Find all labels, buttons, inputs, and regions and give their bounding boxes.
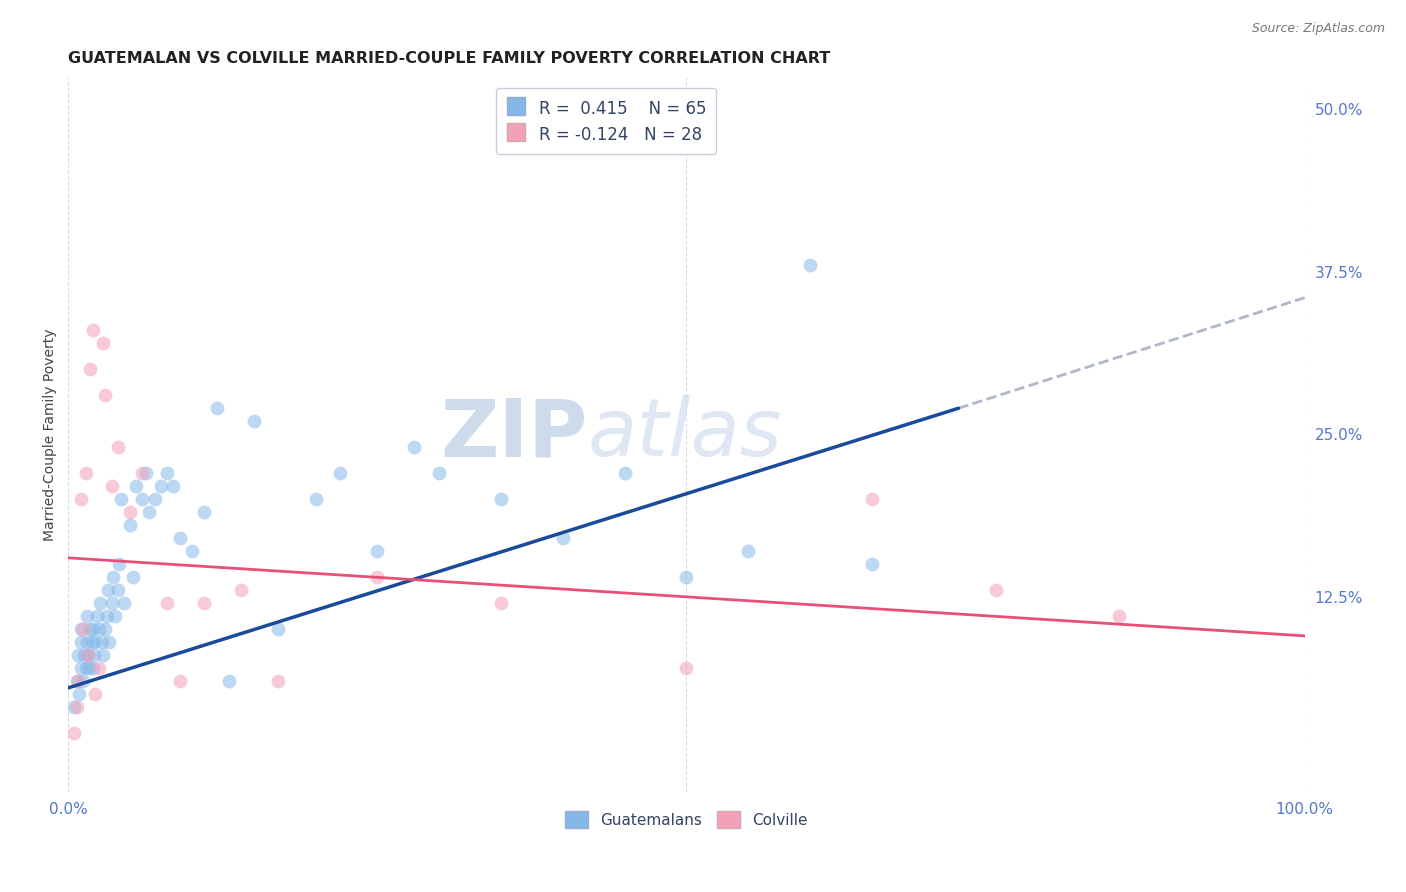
Point (193, 505, 215, 519)
Point (675, 570, 697, 584)
Point (67, 674, 90, 689)
Point (267, 674, 290, 689)
Point (94, 623, 117, 637)
Point (91, 648, 114, 663)
Point (329, 467, 352, 481)
Point (108, 558, 131, 572)
Point (72, 674, 94, 689)
Point (138, 505, 160, 519)
Point (63, 700, 86, 714)
Point (77, 648, 100, 663)
Point (101, 570, 124, 584)
Point (107, 440, 129, 454)
Point (75, 661, 97, 675)
Point (110, 492, 132, 507)
Point (304, 492, 326, 507)
Point (72, 623, 94, 637)
Point (100, 596, 122, 610)
Point (427, 467, 450, 481)
Point (169, 531, 191, 545)
Point (131, 492, 153, 507)
Point (86, 609, 108, 624)
Point (675, 661, 697, 675)
Point (89, 661, 111, 675)
Point (489, 596, 512, 610)
Point (75, 467, 97, 481)
Point (90, 635, 112, 649)
Point (860, 558, 883, 572)
Point (149, 479, 172, 493)
Point (82, 623, 104, 637)
Point (156, 596, 179, 610)
Point (69, 661, 91, 675)
Point (94, 388, 117, 402)
Point (737, 544, 759, 558)
Text: ZIP: ZIP (440, 395, 588, 474)
Point (112, 596, 135, 610)
Point (69, 635, 91, 649)
Point (218, 674, 240, 689)
Point (131, 467, 153, 481)
Point (118, 505, 141, 519)
Point (193, 596, 215, 610)
Point (366, 570, 388, 584)
Point (73, 648, 96, 663)
Point (66, 700, 89, 714)
Point (107, 583, 129, 598)
Point (366, 544, 388, 558)
Point (104, 609, 127, 624)
Point (80, 635, 103, 649)
Text: atlas: atlas (588, 395, 782, 474)
Point (79, 362, 101, 376)
Point (67, 648, 90, 663)
Point (489, 492, 512, 507)
Point (169, 674, 191, 689)
Point (242, 414, 264, 428)
Point (69, 492, 91, 507)
Point (860, 492, 883, 507)
Point (91, 336, 114, 351)
Legend: Guatemalans, Colville: Guatemalans, Colville (558, 805, 814, 834)
Point (100, 479, 122, 493)
Point (66, 674, 89, 689)
Point (63, 726, 86, 740)
Point (613, 467, 636, 481)
Point (156, 467, 179, 481)
Point (96, 609, 118, 624)
Point (83, 648, 105, 663)
Point (1108, 609, 1130, 624)
Point (404, 440, 426, 454)
Point (82, 661, 104, 675)
Point (162, 479, 184, 493)
Text: Source: ZipAtlas.com: Source: ZipAtlas.com (1251, 22, 1385, 36)
Point (89, 623, 111, 637)
Point (76, 609, 98, 624)
Point (799, 258, 821, 272)
Point (77, 661, 100, 675)
Point (125, 479, 148, 493)
Text: GUATEMALAN VS COLVILLE MARRIED-COUPLE FAMILY POVERTY CORRELATION CHART: GUATEMALAN VS COLVILLE MARRIED-COUPLE FA… (69, 51, 831, 66)
Point (231, 583, 253, 598)
Point (82, 323, 104, 337)
Point (76, 635, 98, 649)
Point (551, 531, 574, 545)
Point (984, 583, 1007, 598)
Point (98, 635, 121, 649)
Point (84, 635, 107, 649)
Point (143, 492, 166, 507)
Point (135, 467, 157, 481)
Point (79, 623, 101, 637)
Point (267, 623, 290, 637)
Point (77, 648, 100, 663)
Point (180, 544, 202, 558)
Point (84, 687, 107, 701)
Point (121, 570, 143, 584)
Point (205, 401, 228, 416)
Point (118, 518, 141, 533)
Y-axis label: Married-Couple Family Poverty: Married-Couple Family Poverty (44, 328, 58, 541)
Point (69, 623, 91, 637)
Point (97, 583, 120, 598)
Point (89, 596, 111, 610)
Point (67, 687, 90, 701)
